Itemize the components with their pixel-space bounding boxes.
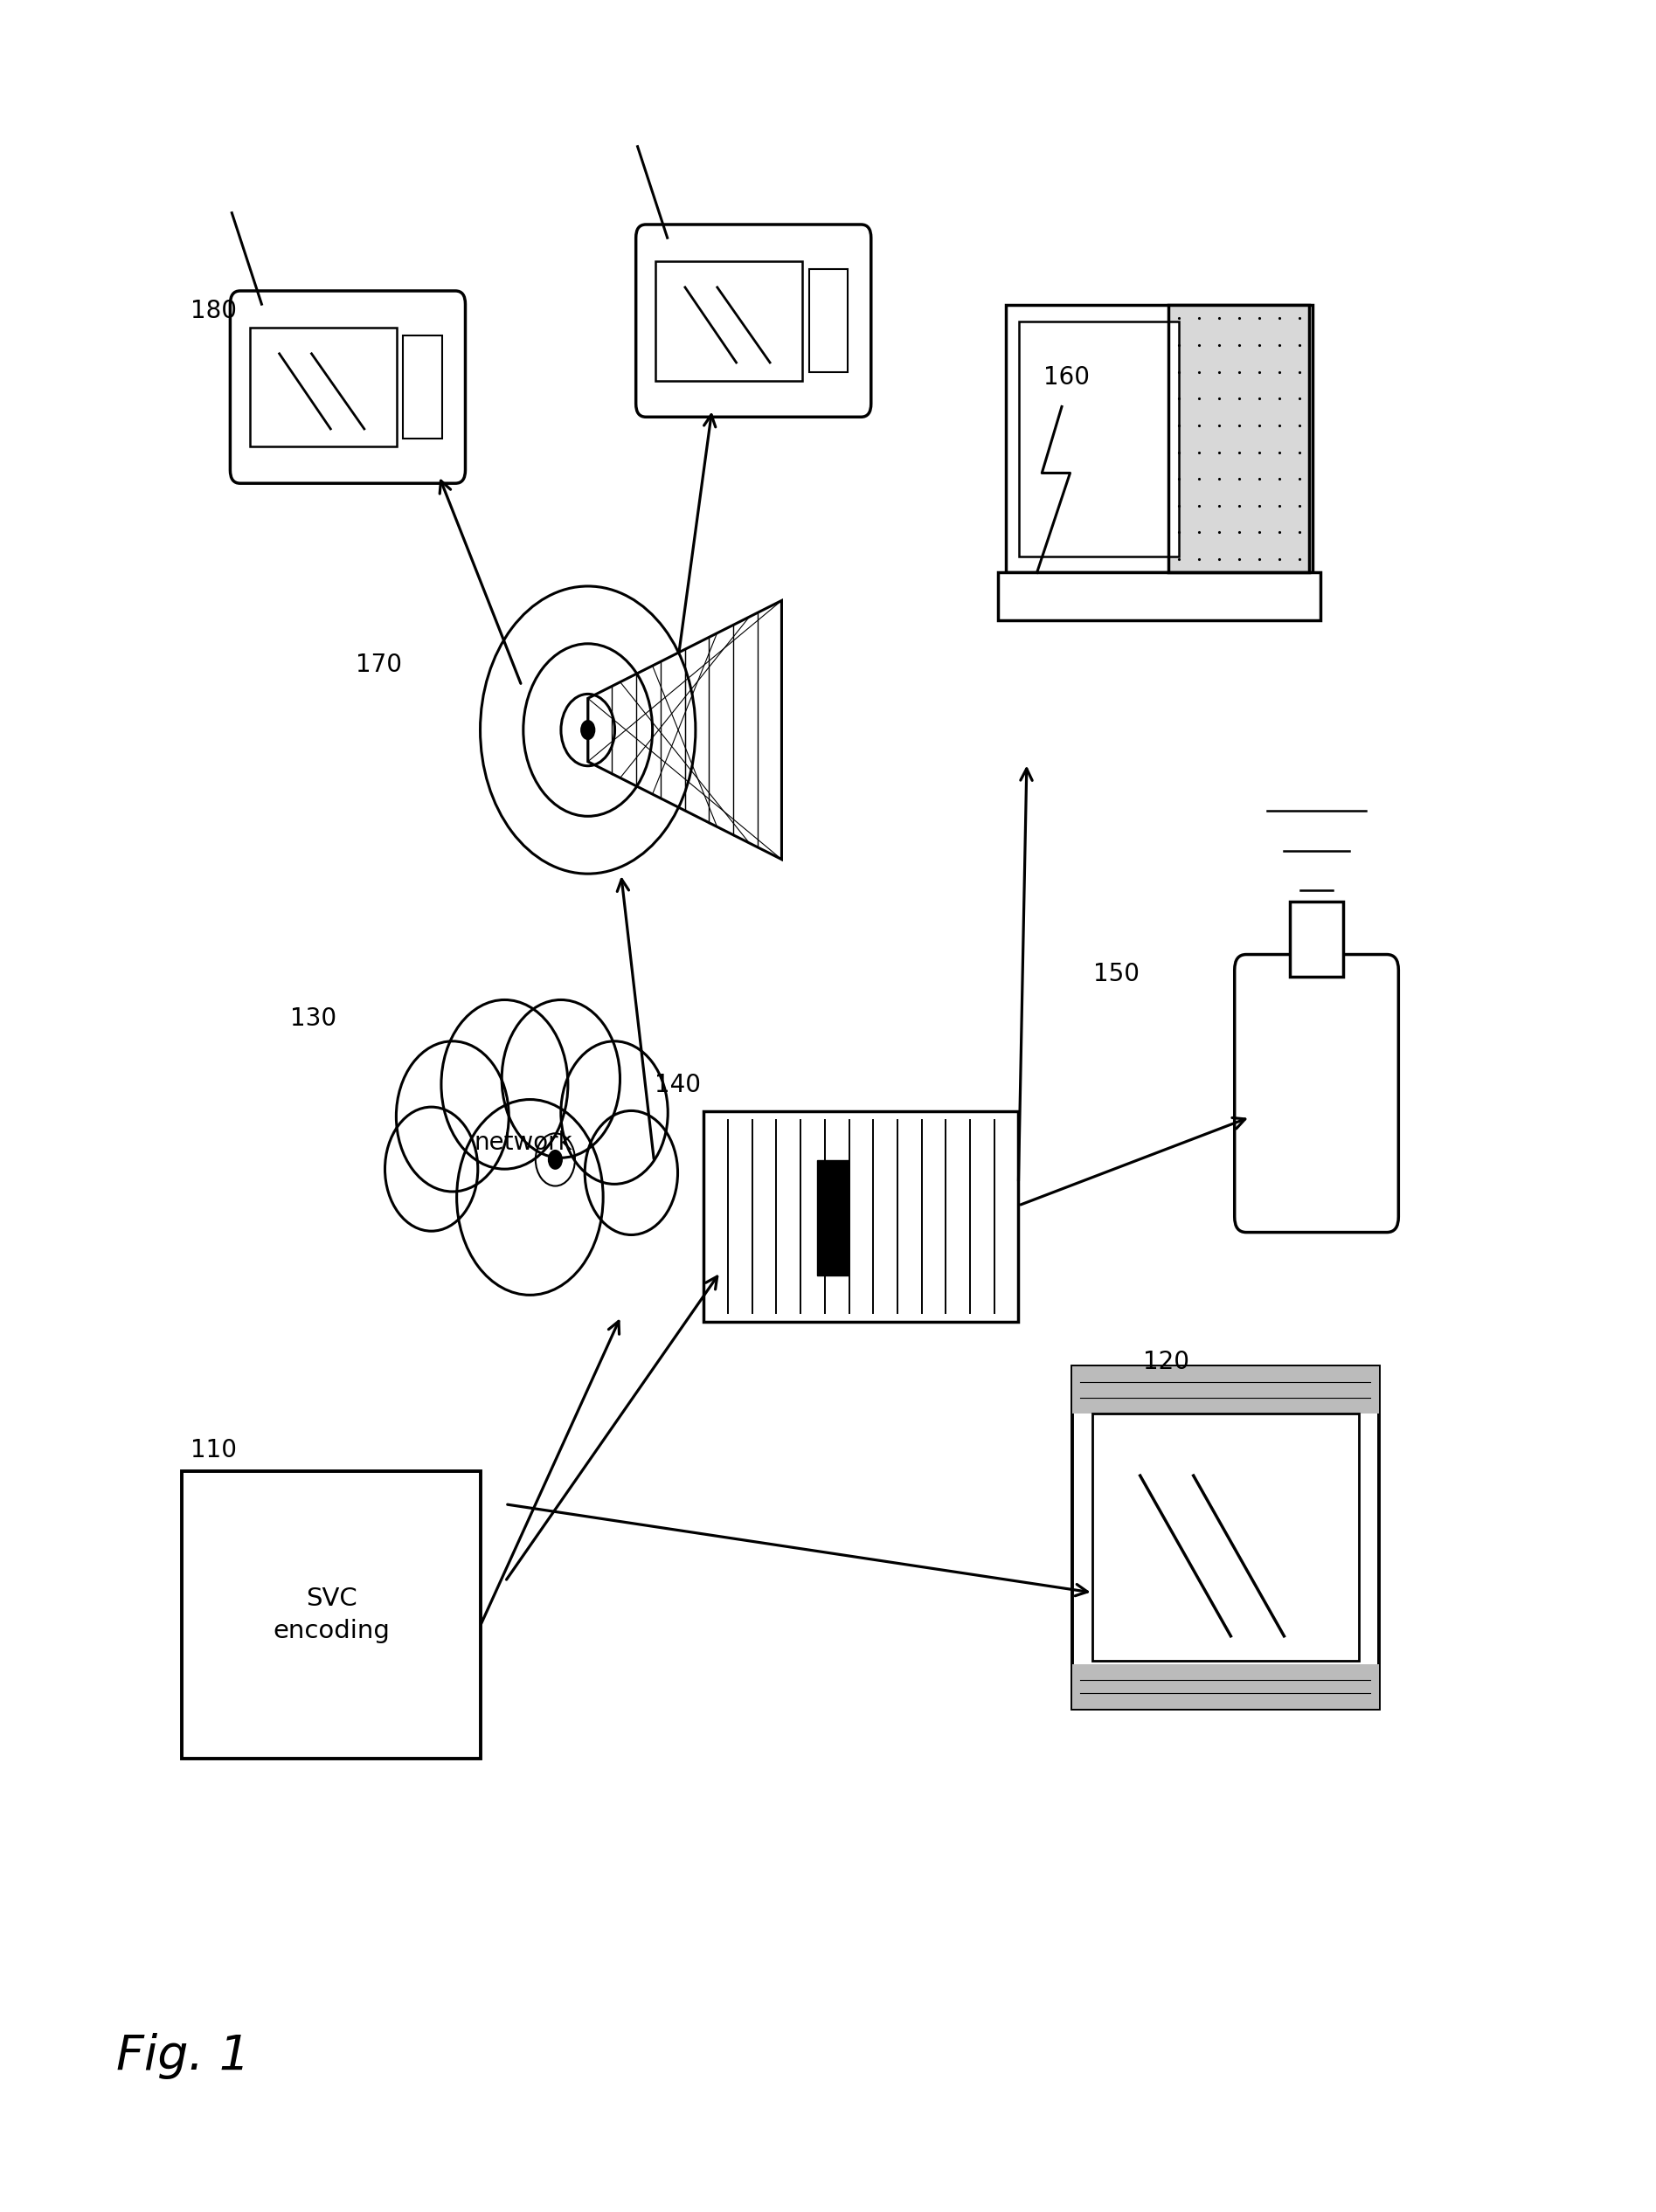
Circle shape	[457, 1099, 603, 1294]
Bar	[402, 336, 442, 438]
Bar	[704, 1113, 1018, 1323]
Bar	[1073, 1365, 1378, 1413]
Text: 110: 110	[190, 1438, 237, 1462]
Circle shape	[548, 1150, 563, 1170]
Bar	[656, 261, 802, 380]
Bar	[999, 573, 1320, 619]
FancyBboxPatch shape	[230, 292, 465, 484]
Circle shape	[440, 1000, 568, 1168]
Bar	[182, 1471, 480, 1759]
Bar	[250, 327, 396, 447]
Bar	[1018, 321, 1179, 557]
Text: network: network	[474, 1130, 571, 1155]
Bar	[1005, 305, 1312, 573]
Text: 150: 150	[1093, 962, 1139, 987]
Text: 120: 120	[1143, 1349, 1189, 1374]
Bar	[808, 270, 848, 372]
FancyBboxPatch shape	[636, 226, 871, 418]
Text: SVC
encoding: SVC encoding	[273, 1586, 389, 1644]
Circle shape	[580, 719, 596, 741]
Circle shape	[480, 586, 696, 874]
Text: 180: 180	[190, 299, 237, 323]
Bar	[1093, 1413, 1358, 1661]
Polygon shape	[588, 602, 782, 860]
Circle shape	[502, 1000, 619, 1157]
Bar	[1073, 1365, 1378, 1708]
Bar	[1169, 305, 1310, 571]
Text: Fig. 1: Fig. 1	[116, 2033, 250, 2079]
Circle shape	[585, 1110, 677, 1234]
Bar	[816, 1159, 848, 1276]
Circle shape	[561, 1042, 667, 1183]
Bar	[1290, 902, 1343, 978]
Text: 160: 160	[1043, 365, 1090, 389]
Text: 130: 130	[290, 1006, 336, 1031]
FancyBboxPatch shape	[1235, 956, 1398, 1232]
Bar	[1169, 305, 1310, 573]
Bar	[1073, 1663, 1378, 1708]
Text: 140: 140	[654, 1073, 700, 1097]
Circle shape	[396, 1042, 508, 1192]
Text: 170: 170	[356, 653, 402, 677]
Circle shape	[384, 1106, 479, 1232]
